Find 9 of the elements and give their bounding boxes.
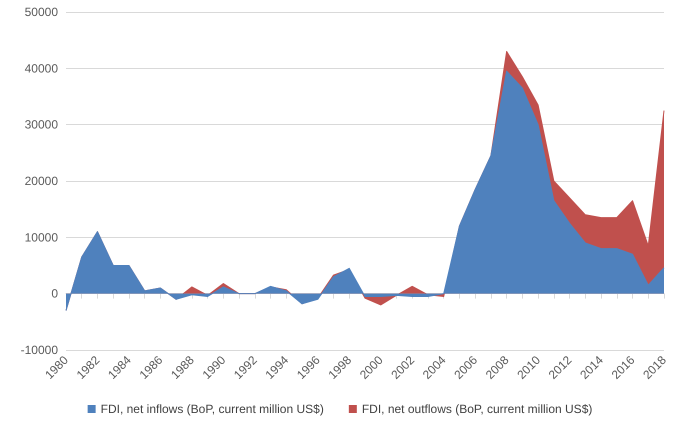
- y-tick-label: 50000: [24, 5, 58, 19]
- y-tick-label: 0: [51, 286, 58, 301]
- legend-label: FDI, net outflows (BoP, current million US$): [362, 402, 592, 416]
- legend-label: FDI, net inflows (BoP, current million US$): [100, 402, 324, 416]
- y-tick-label: 10000: [24, 230, 58, 244]
- y-tick-label: 40000: [24, 61, 58, 76]
- y-tick-label: 20000: [24, 174, 58, 188]
- y-tick-label: 30000: [24, 118, 58, 132]
- y-tick-label: -10000: [20, 343, 58, 357]
